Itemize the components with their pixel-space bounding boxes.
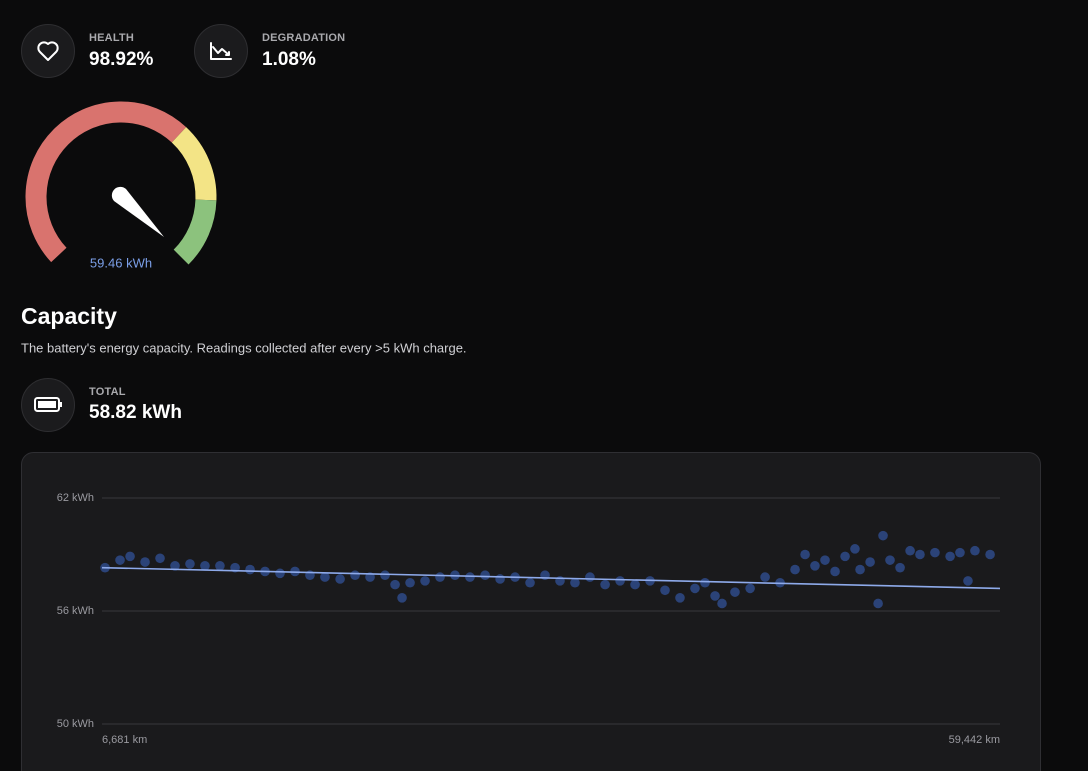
data-point xyxy=(963,576,973,586)
data-point xyxy=(800,549,810,560)
data-point xyxy=(140,557,150,567)
y-tick-label: 62 kWh xyxy=(57,492,94,504)
data-point xyxy=(420,576,430,586)
data-point xyxy=(245,564,255,575)
data-point xyxy=(525,577,535,588)
data-point xyxy=(760,572,770,582)
data-point xyxy=(690,583,700,594)
gauge-arc-red xyxy=(25,101,187,263)
data-point xyxy=(185,559,195,569)
battery-icon-tip xyxy=(60,402,62,407)
data-point xyxy=(405,577,415,588)
trend-icon xyxy=(210,42,232,60)
data-point xyxy=(915,549,925,560)
data-point xyxy=(675,593,685,603)
data-point xyxy=(390,579,400,590)
data-point xyxy=(878,530,888,541)
data-point xyxy=(380,570,390,581)
data-point xyxy=(730,587,740,597)
gauge: 59.46 kWh xyxy=(25,101,217,270)
data-point xyxy=(585,572,595,582)
health-icon-bg xyxy=(21,24,75,78)
data-point xyxy=(570,577,580,588)
data-point xyxy=(810,561,820,571)
section-description: The battery's energy capacity. Readings … xyxy=(21,340,467,355)
data-point xyxy=(955,547,965,558)
x-tick-label: 6,681 km xyxy=(102,734,147,746)
data-point xyxy=(480,570,490,581)
data-point xyxy=(850,544,860,554)
data-point xyxy=(945,551,955,562)
data-point xyxy=(790,564,800,575)
total-label: TOTAL xyxy=(89,386,126,398)
data-point xyxy=(200,561,210,571)
data-point xyxy=(335,574,345,584)
trend-line xyxy=(101,566,1001,590)
data-point xyxy=(830,566,840,577)
data-point xyxy=(930,547,940,558)
data-point xyxy=(155,553,165,564)
data-point xyxy=(350,570,360,581)
battery-icon xyxy=(34,397,60,412)
data-point xyxy=(495,574,505,584)
data-point xyxy=(840,551,850,562)
data-point xyxy=(905,545,915,556)
data-point xyxy=(700,577,710,588)
gauge-label: 59.46 kWh xyxy=(90,255,152,270)
data-point xyxy=(630,579,640,590)
data-point xyxy=(873,598,883,609)
x-tick-label: 59,442 km xyxy=(949,734,1000,746)
data-point xyxy=(170,561,180,571)
data-point xyxy=(465,572,475,582)
data-point xyxy=(820,555,830,565)
data-point xyxy=(895,562,905,573)
plot: 62 kWh 56 kWh 50 kWh 6,681 km 59,442 km xyxy=(57,492,1001,746)
data-point xyxy=(435,572,445,582)
gauge-arc-green xyxy=(173,199,217,265)
data-point xyxy=(855,564,865,575)
data-point xyxy=(985,549,995,560)
data-point xyxy=(710,591,720,601)
data-point xyxy=(970,545,980,556)
stat-value: 1.08% xyxy=(262,49,316,70)
data-point xyxy=(660,585,670,596)
gauge-arc-yellow xyxy=(171,127,217,201)
total-value: 58.82 kWh xyxy=(89,402,182,423)
section-title: Capacity xyxy=(21,303,117,329)
heart-icon xyxy=(37,41,59,61)
stat-label: DEGRADATION xyxy=(262,32,345,44)
data-point xyxy=(115,555,125,565)
data-point xyxy=(397,593,407,603)
data-point xyxy=(215,561,225,571)
data-point xyxy=(615,576,625,586)
stat-value: 98.92% xyxy=(89,49,154,70)
data-point xyxy=(865,557,875,567)
data-point xyxy=(600,579,610,590)
data-point xyxy=(320,572,330,582)
y-tick-label: 50 kWh xyxy=(57,718,94,730)
data-point xyxy=(885,555,895,565)
gauge-needle xyxy=(111,186,164,237)
y-tick-label: 56 kWh xyxy=(57,605,94,617)
data-point xyxy=(717,598,727,609)
battery-icon-fill xyxy=(38,401,56,408)
data-point xyxy=(275,568,285,579)
data-point xyxy=(745,583,755,594)
data-point xyxy=(125,551,135,562)
chart-card xyxy=(21,452,1041,771)
stat-label: HEALTH xyxy=(89,32,134,44)
